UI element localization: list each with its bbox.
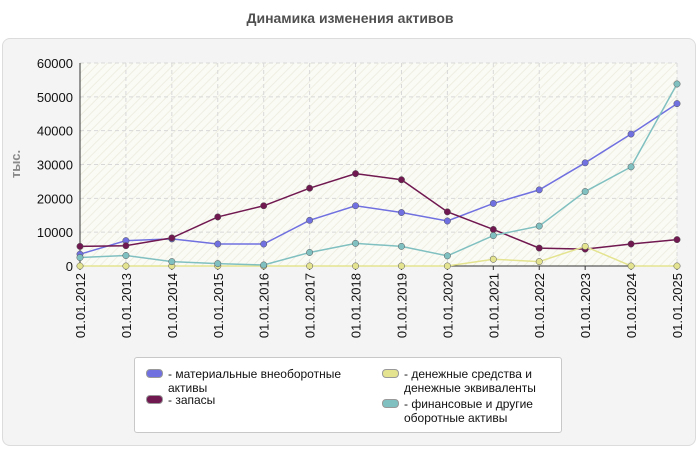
x-tick-label: 01.01.2020 [440, 273, 455, 338]
y-tick-label: 60000 [37, 56, 73, 71]
series-1-point[interactable] [306, 184, 314, 192]
legend: - материальные внеоборотные активы - зап… [134, 357, 562, 433]
series-1-point[interactable] [443, 208, 451, 216]
series-1-point[interactable] [627, 240, 635, 248]
series-1-point[interactable] [76, 242, 84, 250]
x-tick-label: 01.01.2022 [532, 273, 547, 338]
x-tick-label: 01.01.2021 [486, 273, 501, 338]
series-3-point[interactable] [673, 80, 681, 88]
series-1-point[interactable] [214, 213, 222, 221]
series-3-point[interactable] [489, 232, 497, 240]
series-0-point[interactable] [581, 159, 589, 167]
series-3-point[interactable] [76, 254, 84, 261]
series-2-point[interactable] [673, 262, 681, 270]
y-tick-label: 50000 [37, 90, 73, 105]
series-3-point[interactable] [352, 239, 359, 247]
series-0-point[interactable] [535, 186, 543, 194]
series-2-point[interactable] [443, 262, 451, 270]
legend-label-cash: - денежные средства и денежные эквивален… [404, 367, 536, 395]
series-2-point[interactable] [352, 262, 359, 270]
series-0-point[interactable] [443, 217, 451, 225]
series-1-point[interactable] [260, 202, 268, 210]
y-tick-label: 40000 [37, 124, 73, 139]
y-tick-label: 30000 [37, 158, 73, 173]
x-tick-label: 01.01.2019 [394, 273, 409, 338]
series-3-point[interactable] [443, 252, 451, 260]
y-tick-label: 10000 [37, 225, 73, 240]
series-0-point[interactable] [306, 216, 314, 224]
series-2-point[interactable] [535, 258, 543, 266]
x-tick-label: 01.01.2025 [670, 273, 685, 338]
x-tick-label: 01.01.2017 [303, 273, 318, 338]
series-line-0 [79, 102, 678, 255]
x-tick-label: 01.01.2023 [578, 273, 593, 338]
y-tick-labels: 0 10000 20000 30000 40000 50000 60000 [37, 56, 73, 274]
series-2-point[interactable] [122, 262, 130, 270]
series-1-point[interactable] [168, 234, 176, 242]
x-tick-label: 01.01.2024 [624, 273, 639, 338]
series-1-point[interactable] [352, 170, 359, 178]
series-3-point[interactable] [306, 249, 314, 256]
series-3-point[interactable] [581, 188, 589, 196]
series-2-point[interactable] [581, 242, 589, 250]
series-0-point[interactable] [214, 240, 222, 248]
legend-item-financial-assets[interactable]: - финансовые и другие оборотные активы [382, 397, 560, 425]
series-line-3 [79, 83, 678, 266]
chart-title: Динамика изменения активов [246, 10, 454, 26]
legend-swatch-fixed-assets [146, 369, 163, 378]
x-tick-label: 01.01.2015 [211, 273, 226, 338]
legend-swatch-cash [382, 369, 399, 378]
series-0-point[interactable] [352, 202, 359, 210]
series-3-point[interactable] [398, 242, 405, 250]
series-1-point[interactable] [489, 226, 497, 233]
y-tick-label: 20000 [37, 191, 73, 206]
x-tick-label: 01.01.2018 [349, 273, 364, 338]
series-3-point[interactable] [122, 252, 130, 259]
series-1-point[interactable] [673, 236, 681, 244]
series-3-point[interactable] [214, 260, 222, 268]
x-tick-label: 01.01.2013 [119, 273, 134, 338]
y-tick-label: 0 [66, 259, 73, 274]
series-0-point[interactable] [398, 209, 405, 216]
y-axis-label: тыс. [8, 150, 23, 178]
legend-label-financial-assets: - финансовые и другие оборотные активы [404, 397, 533, 425]
legend-item-inventories[interactable]: - запасы [146, 393, 361, 407]
series-line-2 [80, 245, 677, 267]
series-group [76, 80, 681, 270]
series-2-point[interactable] [306, 262, 314, 270]
series-0-point[interactable] [673, 100, 681, 108]
series-3-point[interactable] [627, 163, 635, 171]
x-tick-label: 01.01.2014 [165, 273, 180, 338]
series-2-point[interactable] [398, 262, 405, 270]
series-1-point[interactable] [398, 176, 405, 184]
x-tick-labels: 01.01.2012 01.01.2013 01.01.2014 01.01.2015… [73, 273, 685, 338]
series-0-point[interactable] [627, 130, 635, 138]
series-3-point[interactable] [260, 261, 268, 269]
series-3-point[interactable] [535, 222, 543, 230]
series-0-point[interactable] [489, 199, 497, 207]
legend-item-cash[interactable]: - денежные средства и денежные эквивален… [382, 367, 560, 395]
legend-item-fixed-assets[interactable]: - материальные внеоборотные активы [146, 367, 361, 395]
grid-lines [80, 62, 678, 266]
series-2-point[interactable] [627, 262, 635, 270]
x-tick-label: 01.01.2012 [73, 273, 88, 338]
legend-label-fixed-assets: - материальные внеоборотные активы [168, 367, 341, 395]
legend-swatch-financial-assets [382, 399, 399, 408]
series-3-point[interactable] [168, 258, 176, 266]
series-0-point[interactable] [260, 240, 268, 248]
series-2-point[interactable] [489, 255, 497, 263]
series-2-point[interactable] [76, 262, 84, 270]
series-1-point[interactable] [122, 242, 130, 250]
series-1-point[interactable] [535, 244, 543, 252]
legend-swatch-inventories [146, 395, 163, 404]
x-tick-label: 01.01.2016 [257, 273, 272, 338]
legend-label-inventories: - запасы [168, 393, 216, 407]
